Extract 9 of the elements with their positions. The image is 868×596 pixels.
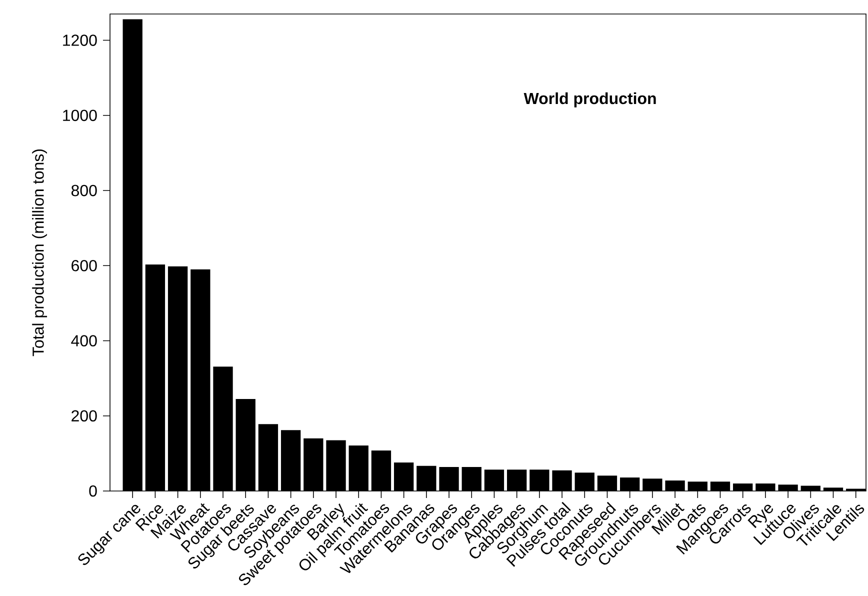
y-tick-label: 800 <box>71 184 97 196</box>
y-tick-label: 600 <box>72 260 97 272</box>
annotation: World production <box>524 92 656 108</box>
y-tick-label: 0 <box>89 485 97 497</box>
y-tick-label: 1200 <box>63 34 97 46</box>
y-tick-label: 400 <box>71 335 97 346</box>
y-tick-label: 1000 <box>63 110 97 122</box>
y-tick-label: 200 <box>72 410 97 422</box>
y-axis-title: Total production (million tons) <box>32 149 48 356</box>
